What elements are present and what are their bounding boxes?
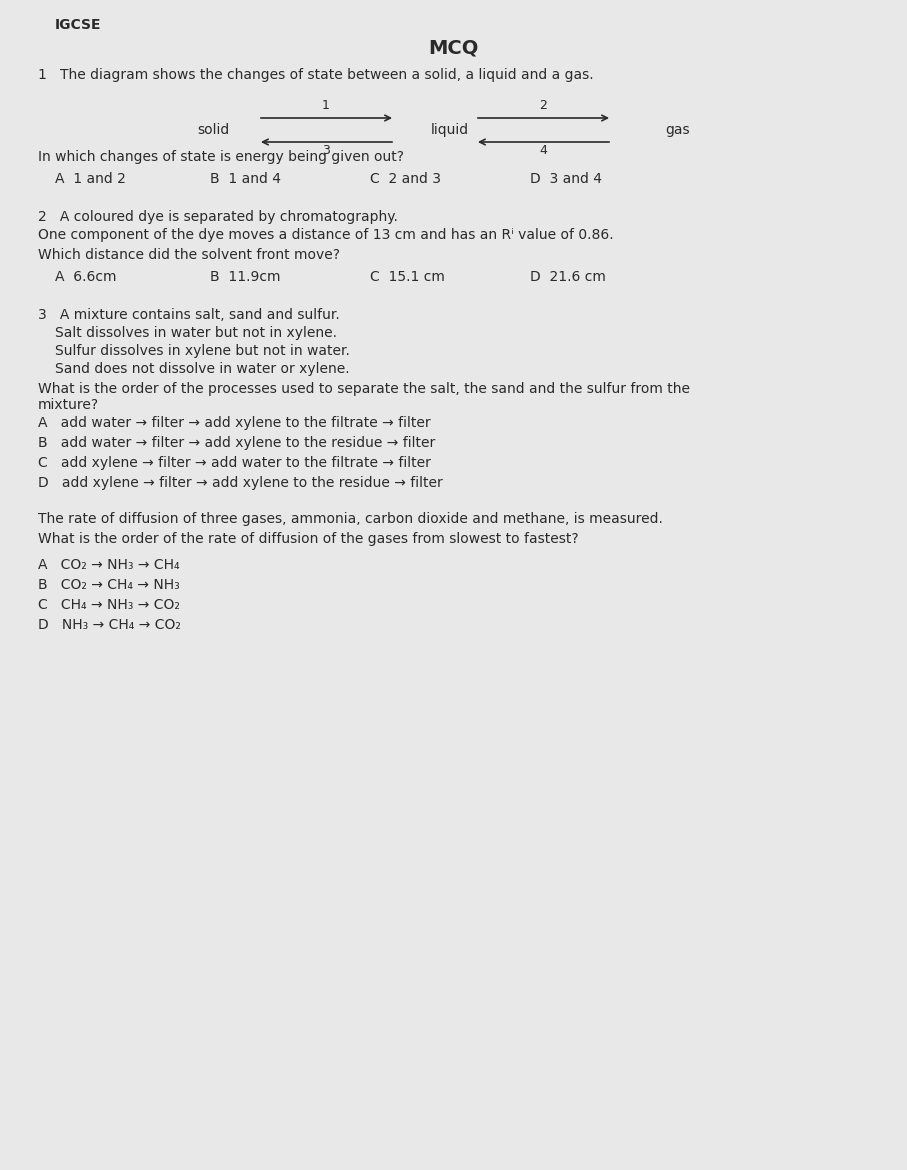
- Text: 3: 3: [322, 144, 330, 157]
- Text: IGCSE: IGCSE: [55, 18, 102, 32]
- Text: What is the order of the rate of diffusion of the gases from slowest to fastest?: What is the order of the rate of diffusi…: [38, 532, 579, 546]
- Text: 1: 1: [322, 99, 330, 112]
- Text: D   add xylene → filter → add xylene to the residue → filter: D add xylene → filter → add xylene to th…: [38, 476, 443, 490]
- Text: solid: solid: [198, 123, 230, 137]
- Text: One component of the dye moves a distance of 13 cm and has an Rⁱ value of 0.86.: One component of the dye moves a distanc…: [38, 228, 614, 242]
- Text: D  3 and 4: D 3 and 4: [530, 172, 602, 186]
- Text: What is the order of the processes used to separate the salt, the sand and the s: What is the order of the processes used …: [38, 381, 690, 412]
- Text: 2   A coloured dye is separated by chromatography.: 2 A coloured dye is separated by chromat…: [38, 209, 398, 223]
- Text: B   CO₂ → CH₄ → NH₃: B CO₂ → CH₄ → NH₃: [38, 578, 180, 592]
- Text: The rate of diffusion of three gases, ammonia, carbon dioxide and methane, is me: The rate of diffusion of three gases, am…: [38, 512, 663, 526]
- Text: 2: 2: [539, 99, 547, 112]
- Text: 4: 4: [539, 144, 547, 157]
- Text: A   add water → filter → add xylene to the filtrate → filter: A add water → filter → add xylene to the…: [38, 417, 431, 431]
- Text: C  15.1 cm: C 15.1 cm: [370, 270, 444, 284]
- Text: Sulfur dissolves in xylene but not in water.: Sulfur dissolves in xylene but not in wa…: [55, 344, 350, 358]
- Text: In which changes of state is energy being given out?: In which changes of state is energy bein…: [38, 150, 404, 164]
- Text: B  1 and 4: B 1 and 4: [210, 172, 281, 186]
- Text: A   CO₂ → NH₃ → CH₄: A CO₂ → NH₃ → CH₄: [38, 558, 180, 572]
- Text: B  11.9cm: B 11.9cm: [210, 270, 280, 284]
- Text: C   add xylene → filter → add water to the filtrate → filter: C add xylene → filter → add water to the…: [38, 456, 431, 470]
- Text: C  2 and 3: C 2 and 3: [370, 172, 441, 186]
- Text: gas: gas: [665, 123, 689, 137]
- Text: C   CH₄ → NH₃ → CO₂: C CH₄ → NH₃ → CO₂: [38, 598, 180, 612]
- Text: A  6.6cm: A 6.6cm: [55, 270, 116, 284]
- Text: MCQ: MCQ: [428, 37, 478, 57]
- Text: A  1 and 2: A 1 and 2: [55, 172, 126, 186]
- Text: liquid: liquid: [431, 123, 469, 137]
- Text: 1   The diagram shows the changes of state between a solid, a liquid and a gas.: 1 The diagram shows the changes of state…: [38, 68, 593, 82]
- Text: Sand does not dissolve in water or xylene.: Sand does not dissolve in water or xylen…: [55, 362, 349, 376]
- Text: Salt dissolves in water but not in xylene.: Salt dissolves in water but not in xylen…: [55, 326, 337, 340]
- Text: 3   A mixture contains salt, sand and sulfur.: 3 A mixture contains salt, sand and sulf…: [38, 308, 340, 322]
- Text: D   NH₃ → CH₄ → CO₂: D NH₃ → CH₄ → CO₂: [38, 618, 180, 632]
- Text: D  21.6 cm: D 21.6 cm: [530, 270, 606, 284]
- Text: Which distance did the solvent front move?: Which distance did the solvent front mov…: [38, 248, 340, 262]
- Text: B   add water → filter → add xylene to the residue → filter: B add water → filter → add xylene to the…: [38, 436, 435, 450]
